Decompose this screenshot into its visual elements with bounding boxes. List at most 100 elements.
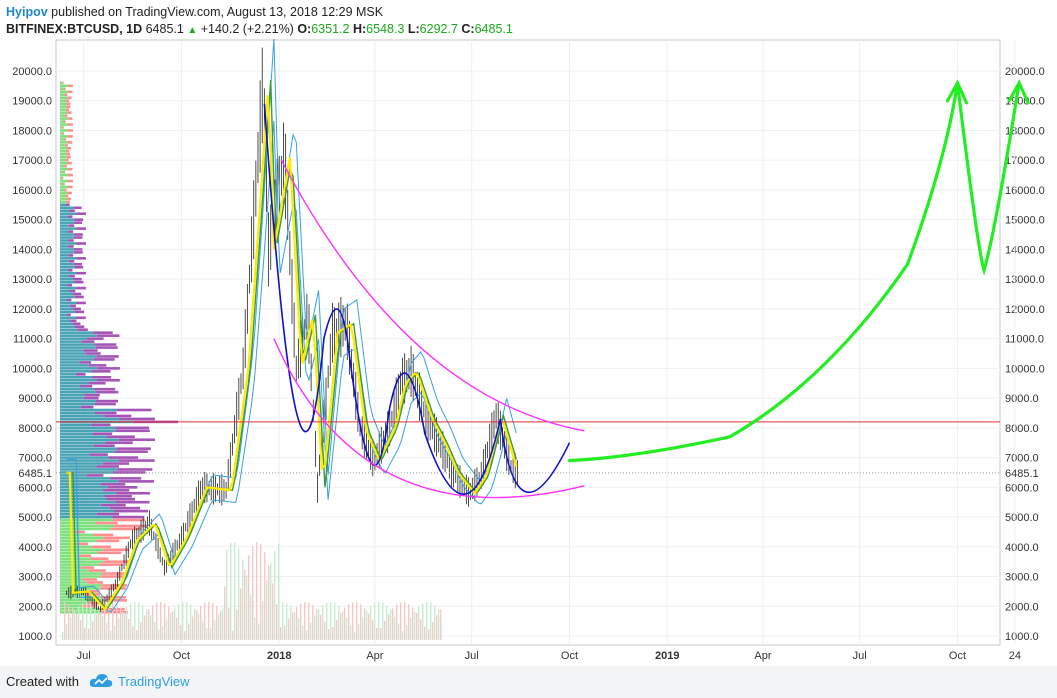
vp-bar-sell [66, 313, 71, 317]
volume-bar [340, 613, 342, 640]
y-tick-left: 18000.0 [12, 125, 52, 137]
volume-bar [270, 563, 272, 640]
y-tick-left: 17000.0 [12, 155, 52, 167]
vp-bar-sell [114, 509, 148, 513]
vp-bar-buy [60, 260, 69, 263]
volume-bar [396, 604, 398, 640]
vp-bar-sell [73, 262, 83, 266]
volume-bar [326, 602, 328, 640]
vp-bar-buy [60, 494, 105, 498]
vp-bar-sell [67, 268, 73, 272]
vp-bar-sell [115, 500, 150, 504]
vp-bar-sell [97, 551, 122, 555]
close-value: 6485.1 [474, 22, 513, 36]
volume-bar [136, 629, 138, 640]
volume-bar [354, 631, 356, 640]
vp-bar-sell [70, 319, 77, 323]
volume-bar [290, 607, 292, 640]
vp-bar-sell [102, 610, 128, 614]
vp-bar-sell [74, 218, 84, 221]
volume-bar [112, 602, 114, 640]
vp-bar-sell [65, 203, 70, 207]
vp-bar-buy [60, 325, 76, 329]
vp-bar-buy [60, 280, 75, 284]
volume-bar [422, 603, 424, 640]
volume-bar [344, 607, 346, 640]
vp-bar-buy [60, 233, 75, 236]
volume-bar [364, 608, 366, 640]
ma-lower-band [66, 120, 517, 613]
vp-bar-buy [60, 239, 69, 242]
vp-bar-sell [67, 135, 73, 138]
volume-bar [170, 612, 172, 640]
vp-bar-buy [60, 182, 63, 186]
volume-bar [156, 602, 158, 640]
volume-bar [402, 631, 404, 640]
vp-bar-sell [102, 462, 130, 465]
vp-bar-sell [74, 251, 83, 254]
vp-bar-sell [84, 590, 100, 593]
y-tick-left: 9000.0 [18, 393, 52, 405]
volume-bar [350, 624, 352, 640]
vp-bar-buy [60, 396, 84, 400]
volume-bar [322, 605, 324, 640]
vp-bar-buy [60, 328, 78, 332]
vp-bar-buy [60, 450, 115, 453]
vp-bar-sell [72, 307, 81, 311]
volume-bar [430, 602, 432, 640]
vp-bar-buy [60, 218, 75, 221]
vp-bar-buy [60, 179, 69, 183]
volume-bar [212, 603, 214, 640]
vp-bar-sell [69, 289, 76, 293]
plot-area [55, 39, 1001, 646]
vp-bar-sell [81, 340, 95, 343]
volume-bar [220, 610, 222, 640]
y-tick-left: 2000.0 [18, 601, 52, 613]
vp-bar-buy [60, 152, 67, 156]
volume-bar [116, 603, 118, 640]
vp-bar-buy [60, 453, 90, 456]
forecast-path [567, 81, 1021, 463]
vp-bar-sell [105, 441, 133, 445]
funnel-upper [280, 159, 585, 432]
volume-bar [382, 602, 384, 640]
vp-bar-sell [91, 423, 111, 427]
vp-bar-sell [80, 405, 94, 409]
vp-bar-buy [60, 533, 94, 537]
volume-bar [244, 569, 246, 640]
vp-bar-sell [91, 370, 111, 373]
vp-bar-sell [94, 402, 116, 406]
vp-bar-buy [60, 480, 119, 483]
volume-bar [392, 608, 394, 640]
vp-bar-buy [60, 310, 75, 314]
vp-bar-sell [65, 194, 69, 198]
vp-bar-buy [60, 200, 67, 204]
vp-bar-buy [60, 185, 68, 189]
author-name[interactable]: Hyipov [6, 5, 48, 19]
y-tick-right: 4000.0 [1005, 542, 1039, 554]
vp-bar-buy [60, 105, 67, 108]
vp-bar-sell [114, 450, 148, 453]
volume-bar [188, 623, 190, 640]
y-tick-right: 2000.0 [1005, 601, 1039, 613]
symbol-label: BITFINEX:BTCUSD, 1D [6, 22, 143, 36]
volume-bar [118, 618, 120, 640]
volume-bar [166, 619, 168, 640]
tradingview-brand[interactable]: TradingView [118, 674, 190, 689]
vp-bar-sell [103, 536, 130, 540]
vp-bar-sell [65, 149, 70, 153]
vp-bar-sell [62, 132, 65, 135]
vp-bar-buy [60, 331, 93, 334]
current-price-box-left [4, 465, 52, 480]
vp-bar-sell [76, 227, 86, 230]
vp-bar-buy [60, 96, 68, 100]
vp-bar-sell [66, 105, 71, 108]
vp-bar-buy [60, 141, 68, 144]
vp-bar-buy [60, 227, 77, 230]
volume-bar [108, 602, 110, 640]
vp-bar-sell [104, 494, 132, 498]
vp-bar-buy [60, 176, 62, 180]
current-price-label-left: 6485.1 [18, 468, 52, 480]
tradingview-cloud-icon[interactable] [88, 672, 114, 690]
